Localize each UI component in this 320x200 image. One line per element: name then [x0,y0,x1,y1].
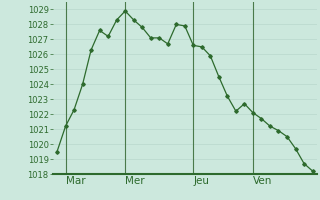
Text: Ven: Ven [253,176,272,186]
Text: Jeu: Jeu [193,176,209,186]
Text: Mar: Mar [66,176,85,186]
Text: Mer: Mer [125,176,145,186]
